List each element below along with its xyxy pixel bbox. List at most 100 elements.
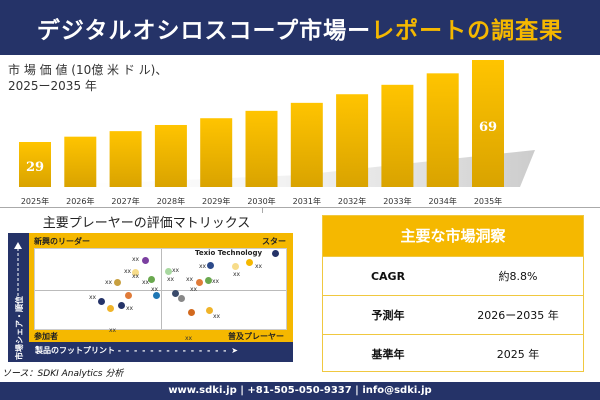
title-main: デジタルオシロスコープ市場ー: [36, 17, 372, 44]
ylabel-line2: 2025ー2035 年: [8, 79, 97, 93]
quadrant-participants: 参加者: [34, 332, 58, 341]
player-dot: [97, 297, 105, 305]
player-label: xx: [89, 294, 97, 301]
player-label: xx: [233, 271, 241, 278]
bar: [336, 94, 369, 187]
insight-key: 予測年: [371, 309, 405, 322]
divider: [262, 207, 263, 213]
player-dot: [131, 268, 139, 276]
player-dot: [147, 275, 155, 283]
player-label: xx: [126, 305, 134, 312]
insights-title: 主要な市場洞察: [323, 216, 583, 256]
bar: [64, 136, 97, 187]
x-tick-label: 2032年: [338, 196, 366, 206]
player-dot: [171, 289, 179, 297]
insight-value: 約8.8%: [498, 270, 538, 283]
matrix-title: 主要プレーヤーの評価マトリックス: [42, 216, 251, 231]
player-label: xx: [132, 273, 140, 280]
bar: [200, 118, 233, 187]
player-label: xx: [105, 279, 113, 286]
x-tick-label: 2026年: [66, 196, 94, 206]
player-label: xx: [190, 286, 198, 293]
data-label: 69: [479, 120, 497, 135]
x-axis-text: 製品のフットプリント: [35, 346, 115, 355]
key-insights-table: 主要な市場洞察 CAGR 約8.8% 予測年 2026ー2035 年 基準年 2025…: [322, 215, 584, 372]
player-dot: [106, 304, 114, 312]
report-title: デジタルオシロスコープ市場ー レポートの調査果: [0, 0, 600, 55]
player-dot: [141, 256, 149, 264]
arrow-up-icon: [14, 242, 22, 249]
player-dot: [164, 267, 172, 275]
player-dot: [113, 278, 121, 286]
market-bar-chart: 2025年 29 2026年 2027年 2028年 2029年 2030年 2031年 203…: [19, 60, 535, 206]
insight-key: 基準年: [371, 348, 405, 361]
player-label: xx: [132, 256, 140, 263]
quadrant-pervasive-players: 普及プレーヤー: [228, 332, 284, 341]
source-note: ソース：SDKI Analytics 分析: [2, 369, 124, 379]
x-tick-label: 2029年: [202, 196, 230, 206]
insight-value: 2026ー2035 年: [477, 309, 559, 322]
x-tick-label: 2025年: [21, 196, 49, 206]
bar: [19, 142, 51, 187]
x-tick-label: 2033年: [383, 196, 411, 206]
y-axis-label: 市場シェア・順位: [14, 296, 24, 360]
player-dot: [124, 291, 132, 299]
player-label: xx: [109, 327, 117, 334]
x-axis-label: 製品のフットプリント - - - - - - - - - - - - - - ➤: [35, 345, 239, 356]
matrix-horizontal-midline: [35, 290, 286, 291]
bar: [245, 110, 278, 187]
player-label: xx: [172, 267, 180, 274]
player-label: xx: [142, 279, 150, 286]
matrix-y-axis: 市場シェア・順位: [14, 242, 24, 360]
footer-contact: www.sdki.jp | +81-505-050-9337 | info@sd…: [0, 382, 600, 400]
player-dot: [177, 294, 185, 302]
title-accent: レポートの調査果: [371, 17, 564, 44]
bar: [426, 73, 459, 187]
arrow-right-icon: - - - - - - - - - - - - - - ➤: [117, 346, 239, 355]
x-tick-label: 2028年: [157, 196, 185, 206]
player-dot: [271, 249, 279, 257]
x-tick-label: 2031年: [293, 196, 321, 206]
x-tick-label: 2030年: [247, 196, 275, 206]
bar: [154, 124, 187, 187]
bar: [472, 60, 504, 187]
player-dot: [152, 291, 160, 299]
divider: [0, 207, 600, 208]
player-dot: [205, 306, 213, 314]
player-dot: [117, 301, 125, 309]
player-dot: [245, 258, 253, 266]
player-label: xx: [124, 268, 132, 275]
insight-key: CAGR: [370, 269, 406, 283]
data-label: 29: [26, 160, 44, 175]
player-label: xx: [186, 276, 194, 283]
bar: [290, 102, 323, 187]
highlight-player-label: Texio Technology: [195, 249, 263, 257]
player-label: xx: [212, 278, 220, 285]
quadrant-emerging-leaders: 新興のリーダー: [34, 237, 90, 246]
player-label: xx: [255, 263, 263, 270]
bar: [381, 84, 414, 187]
insight-row: 予測年 2026ー2035 年: [323, 295, 583, 334]
player-label: xx: [213, 313, 221, 320]
x-tick-label: 2034年: [429, 196, 457, 206]
bar: [109, 131, 142, 187]
insight-row: CAGR 約8.8%: [323, 256, 583, 295]
player-dot: [187, 308, 195, 316]
player-dot: [206, 261, 214, 269]
player-dot: [204, 276, 212, 284]
quadrant-stars: スター: [262, 237, 286, 246]
player-label: xx: [151, 286, 159, 293]
player-dot: [231, 262, 239, 270]
ylabel-line1: 市 場 価 値 (10億 米 ド ル)、: [8, 63, 168, 77]
insight-row: 基準年 2025 年: [323, 334, 583, 373]
insight-value: 2025 年: [496, 348, 540, 361]
x-tick-label: 2027年: [111, 196, 139, 206]
player-label: xx: [199, 263, 207, 270]
x-tick-label: 2035年: [474, 196, 502, 206]
player-label: xx: [167, 276, 175, 283]
matrix-vertical-midline: [161, 249, 162, 329]
player-dot: [195, 278, 203, 286]
chart-ylabel: 市 場 価 値 (10億 米 ド ル)、 2025ー2035 年: [8, 62, 167, 94]
player-label: xx: [185, 335, 193, 342]
matrix-plot: [34, 248, 287, 330]
